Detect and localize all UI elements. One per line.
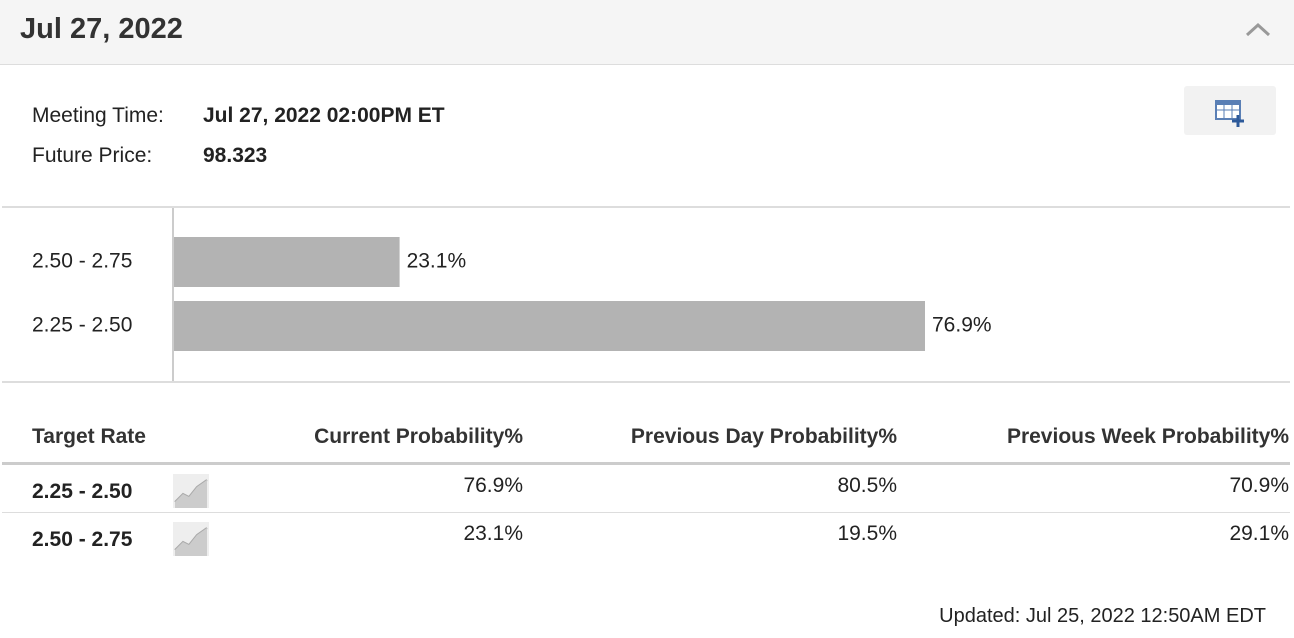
- sparkline-button[interactable]: [173, 522, 209, 556]
- category-label: 2.50 - 2.75: [32, 250, 132, 273]
- export-button[interactable]: [1184, 86, 1276, 135]
- target-rate: 2.50 - 2.75: [32, 528, 133, 551]
- bar: [174, 237, 400, 287]
- column-header: Current Probability%: [314, 425, 523, 448]
- future-price: 98.323: [203, 144, 268, 167]
- chart: 2.50 - 2.75 23.1% 2.25 - 2.50 76.9%: [32, 208, 992, 382]
- table-header-rule: [2, 462, 1290, 465]
- probability-cell: 80.5%: [837, 474, 897, 497]
- future-price-label: Future Price:: [32, 144, 153, 167]
- column-header: Previous Week Probability%: [1006, 425, 1289, 448]
- value-label: 76.9%: [932, 314, 992, 337]
- probability-cell: 70.9%: [1229, 474, 1289, 497]
- collapse-button[interactable]: [1244, 20, 1272, 40]
- header-bar: [0, 0, 1294, 65]
- updated-text: Updated: Jul 25, 2022 12:50AM EDT: [939, 605, 1266, 627]
- bar: [174, 301, 925, 351]
- target-rate: 2.25 - 2.50: [32, 480, 133, 503]
- meeting-time: Jul 27, 2022 02:00PM ET: [203, 104, 445, 127]
- probability-cell: 29.1%: [1229, 522, 1289, 545]
- divider: [2, 381, 1290, 383]
- row-divider: [2, 512, 1290, 513]
- export-icon: [1215, 100, 1244, 127]
- sparkline-icon: [174, 527, 208, 556]
- column-header: Previous Day Probability%: [630, 425, 897, 448]
- column-header: Target Rate: [32, 425, 146, 448]
- header-title: Jul 27, 2022: [20, 13, 183, 45]
- value-label: 23.1%: [407, 250, 467, 273]
- meeting-time-label: Meeting Time:: [32, 104, 164, 127]
- probability-cell: 76.9%: [463, 474, 523, 497]
- probability-cell: 23.1%: [463, 522, 523, 545]
- category-label: 2.25 - 2.50: [32, 314, 132, 337]
- probability-cell: 19.5%: [837, 522, 897, 545]
- divider: [2, 206, 1290, 208]
- sparkline-icon: [174, 479, 208, 508]
- sparkline-button[interactable]: [173, 474, 209, 508]
